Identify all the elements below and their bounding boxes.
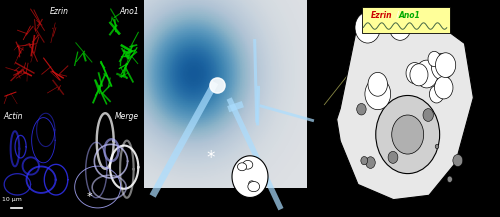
Circle shape <box>376 95 440 174</box>
Text: Actin: Actin <box>3 112 22 121</box>
Circle shape <box>248 181 260 192</box>
Polygon shape <box>232 156 268 197</box>
Circle shape <box>355 12 380 43</box>
Circle shape <box>453 155 463 167</box>
Text: Ano1: Ano1 <box>399 11 420 20</box>
Circle shape <box>432 53 453 80</box>
Text: /: / <box>394 11 401 20</box>
Circle shape <box>430 85 444 103</box>
Circle shape <box>406 62 423 84</box>
Circle shape <box>392 115 424 154</box>
Text: Ezrin: Ezrin <box>50 7 69 16</box>
Circle shape <box>249 181 254 186</box>
Circle shape <box>356 104 366 115</box>
Text: Ezrin: Ezrin <box>370 11 392 20</box>
Text: Ano1: Ano1 <box>120 7 140 16</box>
Circle shape <box>388 151 398 163</box>
Circle shape <box>428 51 440 67</box>
Text: *: * <box>207 150 215 167</box>
Circle shape <box>410 64 428 86</box>
Circle shape <box>366 157 376 168</box>
Text: 10 μm: 10 μm <box>2 197 21 202</box>
Circle shape <box>416 60 438 88</box>
Circle shape <box>238 163 246 171</box>
Circle shape <box>368 72 388 96</box>
Circle shape <box>434 76 453 99</box>
Circle shape <box>365 78 390 110</box>
Circle shape <box>389 14 411 40</box>
Text: *: * <box>86 192 92 202</box>
Bar <box>362 7 450 33</box>
Text: Merge: Merge <box>116 112 140 121</box>
Circle shape <box>242 160 253 169</box>
Circle shape <box>447 176 452 182</box>
Circle shape <box>423 109 434 122</box>
Point <box>213 83 221 86</box>
Circle shape <box>435 144 439 149</box>
Circle shape <box>361 156 368 165</box>
Circle shape <box>436 53 456 77</box>
Polygon shape <box>336 11 473 200</box>
